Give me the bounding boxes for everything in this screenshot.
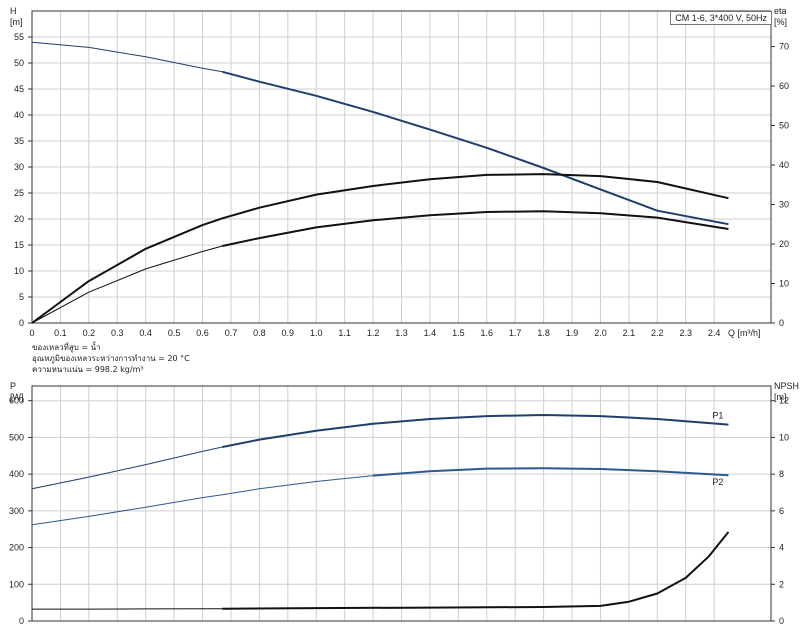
x-tick-label: 1.9 [566, 328, 579, 338]
right-tick-label: 40 [779, 160, 789, 170]
right-axis-title: NPSH [774, 381, 799, 391]
x-tick-label: 1.7 [509, 328, 522, 338]
x-tick-label: 2.2 [651, 328, 664, 338]
x-tick-label: 0.1 [54, 328, 67, 338]
x-tick-label: 0.6 [196, 328, 209, 338]
right-axis-title: eta [774, 6, 787, 16]
right-axis-unit: [%] [774, 17, 787, 27]
series-line-0 [31, 41, 729, 225]
left-tick-label: 0 [19, 616, 24, 626]
left-tick-label: 5 [19, 292, 24, 302]
x-tick-label: 2.1 [623, 328, 636, 338]
left-axis-unit: [W] [10, 392, 24, 402]
right-tick-label: 60 [779, 81, 789, 91]
series-label-p2: P2 [712, 477, 723, 487]
right-tick-label: 20 [779, 239, 789, 249]
x-tick-label: 2.3 [679, 328, 692, 338]
power-npsh-series: P1 P2 [31, 411, 730, 610]
left-tick-label: 45 [14, 84, 24, 94]
series-line-1 [31, 467, 729, 526]
power-npsh-frame [31, 385, 772, 622]
left-tick-label: 25 [14, 188, 24, 198]
left-axis-unit: [m] [10, 17, 23, 27]
series-duty-range-2 [222, 531, 730, 610]
left-tick-label: 10 [14, 266, 24, 276]
right-tick-label: 2 [779, 579, 784, 589]
left-tick-label: 400 [9, 469, 24, 479]
right-axis-unit: [m] [774, 392, 787, 402]
right-tick-label: 8 [779, 469, 784, 479]
medium-info-temperature: อุณหภูมิของเหลวระหว่างการทำงาน = 20 °C [32, 354, 190, 363]
head-efficiency-series [31, 41, 729, 324]
x-axis-title: Q [m³/h] [728, 328, 761, 338]
series-duty-range-1 [31, 173, 729, 324]
left-tick-label: 200 [9, 543, 24, 553]
x-tick-label: 1.0 [310, 328, 323, 338]
left-tick-label: 100 [9, 579, 24, 589]
power-npsh-axes: 0 100 200 300 400 500 600 0 2 4 6 8 10 12 P[W] NPSH[m] [9, 381, 799, 626]
x-tick-label: 0.2 [83, 328, 96, 338]
right-tick-label: 70 [779, 42, 789, 52]
plot-frame [31, 385, 772, 622]
right-tick-label: 4 [779, 543, 784, 553]
right-tick-label: 50 [779, 121, 789, 131]
x-tick-label: 2.0 [594, 328, 607, 338]
left-tick-label: 500 [9, 432, 24, 442]
left-tick-label: 35 [14, 136, 24, 146]
right-tick-label: 0 [779, 318, 784, 328]
x-tick-label: 0.5 [168, 328, 181, 338]
series-label-p1: P1 [712, 411, 723, 421]
medium-info-density: ความหนาแน่น = 998.2 kg/m³ [32, 365, 144, 374]
left-axis-title: H [10, 6, 17, 16]
x-tick-label: 0.9 [282, 328, 295, 338]
x-tick-label: 2.4 [708, 328, 721, 338]
right-tick-label: 30 [779, 200, 789, 210]
series-duty-range-0 [222, 414, 729, 448]
right-tick-label: 6 [779, 506, 784, 516]
left-tick-label: 600 [9, 396, 24, 406]
left-tick-label: 20 [14, 214, 24, 224]
series-line-2 [32, 531, 729, 610]
x-tick-label: 0.4 [139, 328, 152, 338]
x-tick-label: 1.3 [395, 328, 408, 338]
right-tick-label: 0 [779, 616, 784, 626]
right-tick-label: 10 [779, 279, 789, 289]
x-tick-label: 1.1 [338, 328, 351, 338]
left-axis-title: P [10, 381, 16, 391]
left-tick-label: 55 [14, 32, 24, 42]
medium-info-pumped-liquid: ของเหลวที่สูบ = น้ำ [32, 343, 101, 352]
left-tick-label: 40 [14, 110, 24, 120]
series-line-1 [31, 173, 729, 324]
x-tick-label: 1.2 [367, 328, 380, 338]
right-tick-label: 10 [779, 432, 789, 442]
x-tick-label: 1.5 [452, 328, 465, 338]
left-tick-label: 300 [9, 506, 24, 516]
left-tick-label: 50 [14, 58, 24, 68]
x-tick-label: 1.6 [481, 328, 494, 338]
series-duty-range-2 [222, 210, 729, 247]
left-tick-label: 15 [14, 240, 24, 250]
series-line-2 [31, 210, 729, 324]
x-tick-label: 0.8 [253, 328, 266, 338]
right-tick-label: 12 [779, 396, 789, 406]
left-tick-label: 0 [19, 318, 24, 328]
head-efficiency-axes: 0 5 10 15 20 25 30 35 40 45 50 55 0 10 20 30 40 50 60 70 H[m… [10, 6, 789, 338]
x-tick-label: 1.4 [424, 328, 437, 338]
x-tick-label: 1.8 [537, 328, 550, 338]
series-duty-range-0 [222, 70, 729, 226]
x-tick-label: 0.7 [225, 328, 238, 338]
head-efficiency-grid [32, 11, 771, 323]
series-line-0 [31, 414, 729, 490]
x-tick-label: 0 [29, 328, 34, 338]
pump-model-label: CM 1-6, 3*400 V, 50Hz [670, 11, 772, 25]
x-tick-label: 0.3 [111, 328, 124, 338]
left-tick-label: 30 [14, 162, 24, 172]
series-duty-range-1 [373, 467, 729, 477]
